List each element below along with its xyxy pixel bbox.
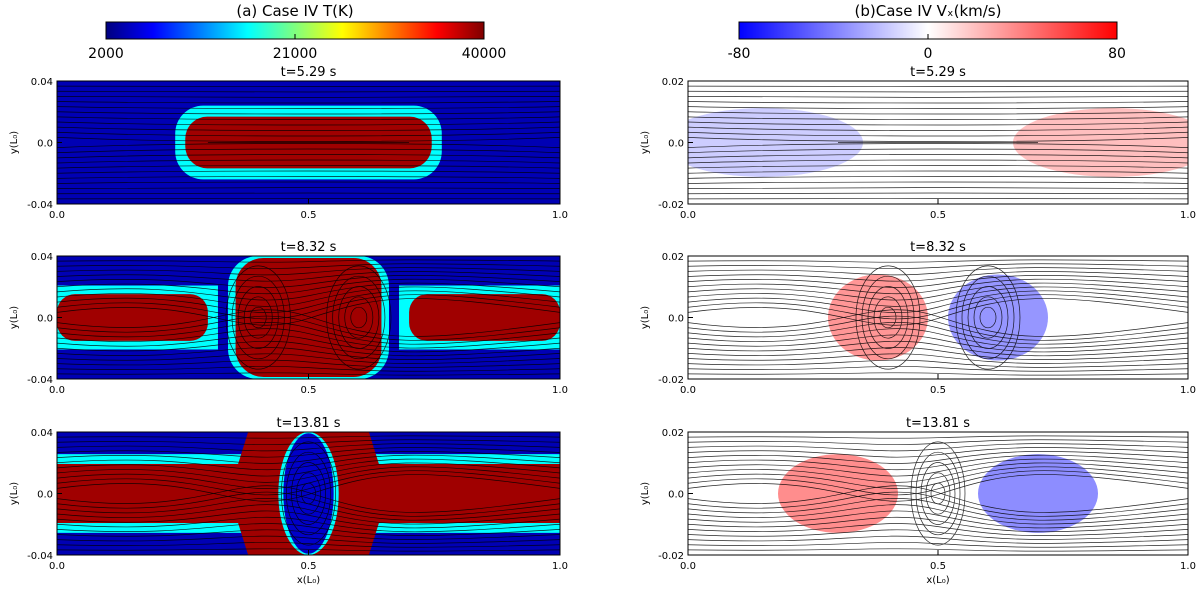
panel-time-label: t=8.32 s [281,240,337,255]
x-tick-label: 0.5 [301,210,317,221]
y-tick-label: 0.02 [662,252,684,263]
y-tick-label: 0.04 [31,77,53,88]
y-tick-label: 0.0 [668,139,684,150]
x-tick-label: 0.0 [680,385,696,396]
y-tick-label: -0.02 [658,375,684,386]
colorbar-tick-label: 2000 [88,46,124,62]
field-lines [57,435,560,552]
y-tick-label: 0.0 [37,139,53,150]
y-tick-label: 0.0 [37,490,53,501]
field-lines [688,435,1188,552]
colorbar-temperature: (a) Case IV T(K) 2000 21000 40000 [88,2,506,62]
panel-velocity-3: t=13.81 s0.020.0-0.02y(L₀)0.0 0.5 1.0x(L₀) [640,416,1196,586]
x-tick-label: 0.5 [930,210,946,221]
x-tick-label: 0.5 [301,561,317,572]
panel-time-label: t=5.29 s [281,65,337,80]
x-axis-label: x(L₀) [297,575,320,586]
x-tick-label: 0.5 [301,385,317,396]
x-tick-label: 1.0 [1180,561,1196,572]
panel-temperature-3: t=13.81 s0.040.0-0.04y(L₀)0.0 0.5 1.0x(L₀) [9,416,568,586]
y-tick-label: -0.02 [658,551,684,562]
y-axis-label: y(L₀) [9,306,20,329]
y-axis-label: y(L₀) [640,482,651,505]
x-tick-label: 0.0 [49,561,65,572]
x-tick-label: 1.0 [1180,385,1196,396]
panel-temperature-2: t=8.32 s0.040.0-0.04y(L₀)0.0 0.5 1.0 [9,240,568,396]
velocity-lobes [688,108,1188,177]
colorbars: (a) Case IV T(K) 2000 21000 40000 (b)Case IV… [88,2,1126,62]
y-tick-label: -0.04 [27,200,53,211]
panel-temperature-1: t=5.29 s0.040.0-0.04y(L₀)0.0 0.5 1.0 [9,65,568,221]
x-tick-label: 1.0 [552,385,568,396]
colorbar-title: (a) Case IV T(K) [236,2,353,20]
colorbar-tick-label: 40000 [462,46,507,62]
colorbar-title: (b)Case IV Vₓ(km/s) [855,2,1002,20]
panel-velocity-2: t=8.32 s0.020.0-0.02y(L₀)0.0 0.5 1.0 [640,240,1196,396]
x-tick-label: 0.0 [49,385,65,396]
x-tick-label: 0.5 [930,561,946,572]
y-tick-label: 0.0 [668,490,684,501]
y-tick-label: 0.02 [662,428,684,439]
panel-time-label: t=5.29 s [910,65,966,80]
x-tick-label: 0.0 [680,561,696,572]
x-tick-label: 0.0 [49,210,65,221]
y-axis-label: y(L₀) [9,131,20,154]
x-tick-label: 1.0 [552,561,568,572]
y-axis-label: y(L₀) [640,131,651,154]
y-axis-label: y(L₀) [9,482,20,505]
colorbar-velocity: (b)Case IV Vₓ(km/s) -80 0 80 [728,2,1126,62]
x-tick-label: 0.0 [680,210,696,221]
colorbar-tick-label: 80 [1108,46,1126,62]
y-tick-label: -0.04 [27,375,53,386]
x-tick-label: 1.0 [1180,210,1196,221]
panel-time-label: t=13.81 s [276,416,340,431]
panel-velocity-1: t=5.29 s0.020.0-0.02y(L₀)0.0 0.5 1.0 [640,65,1196,221]
x-tick-label: 0.5 [930,385,946,396]
field-lines [57,259,560,376]
y-tick-label: 0.02 [662,77,684,88]
field-lines [688,85,1188,200]
field-lines [57,85,560,200]
y-tick-label: 0.04 [31,428,53,439]
y-tick-label: -0.04 [27,551,53,562]
x-tick-label: 1.0 [552,210,568,221]
y-tick-label: -0.02 [658,200,684,211]
x-axis-label: x(L₀) [926,575,949,586]
y-axis-label: y(L₀) [640,306,651,329]
colorbar-tick-label: 21000 [273,46,318,62]
colorbar-tick-label: 0 [924,46,933,62]
panel-time-label: t=8.32 s [910,240,966,255]
panels: t=5.29 s0.040.0-0.04y(L₀)0.0 0.5 1.0t=8.32… [9,65,1196,586]
y-tick-label: 0.04 [31,252,53,263]
y-tick-label: 0.0 [37,314,53,325]
field-lines [688,259,1188,376]
panel-time-label: t=13.81 s [906,416,970,431]
y-tick-label: 0.0 [668,314,684,325]
colorbar-tick-label: -80 [728,46,751,62]
background-field [688,256,1188,379]
